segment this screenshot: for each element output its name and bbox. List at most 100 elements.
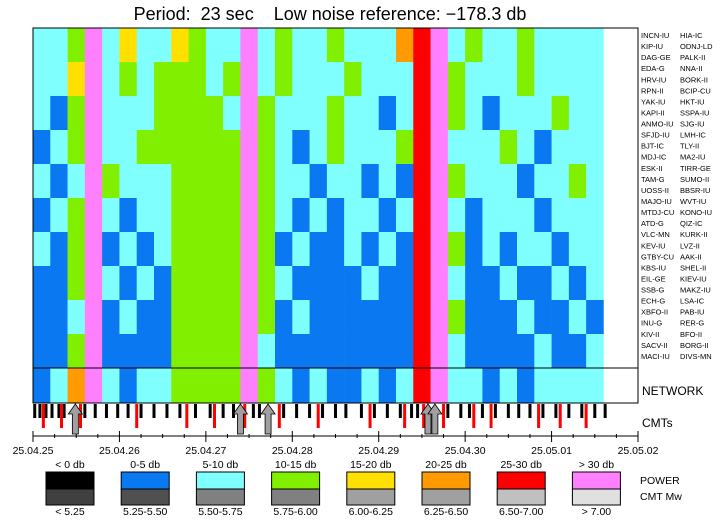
heat-cell — [499, 62, 518, 97]
heat-cell — [517, 164, 535, 199]
station-label: DIVS-MN — [680, 352, 712, 361]
heat-cell — [551, 198, 570, 233]
network-cell — [292, 368, 310, 403]
heat-cell — [67, 28, 86, 63]
heat-cell — [326, 164, 345, 199]
heat-cell — [586, 62, 604, 97]
heat-cell — [378, 334, 397, 369]
heat-cell — [136, 300, 155, 335]
heat-cell — [67, 96, 86, 131]
heat-cell — [551, 62, 570, 97]
cmt-event — [410, 404, 414, 418]
heat-cell — [534, 198, 552, 233]
cmt-event — [334, 404, 337, 418]
heat-cell — [240, 266, 259, 301]
heat-cell — [551, 130, 570, 165]
heat-cell — [67, 164, 86, 199]
heat-cell — [586, 28, 604, 63]
heat-cell — [465, 232, 483, 267]
station-label: TAM-G — [641, 175, 665, 184]
heat-cell — [499, 96, 518, 131]
network-cell — [33, 368, 51, 403]
cmt-event — [541, 404, 545, 418]
heat-cell — [534, 334, 552, 369]
heat-cell — [551, 232, 570, 267]
heat-cell — [586, 164, 604, 199]
cmt-event — [60, 404, 64, 428]
heat-cell — [154, 130, 172, 165]
heat-cell — [84, 164, 103, 199]
station-label: KONO-IU — [680, 208, 712, 217]
heat-cell — [378, 300, 397, 335]
cmt-event — [44, 404, 48, 418]
x-tick-label: 25.04.25 — [13, 445, 54, 457]
heat-cell — [171, 130, 189, 165]
heat-cell — [257, 130, 276, 165]
heat-cell — [309, 300, 328, 335]
heat-cell — [50, 266, 68, 301]
heat-cell — [499, 266, 518, 301]
heat-cell — [465, 28, 483, 63]
heat-cell — [413, 62, 431, 97]
legend-label: < 5.25 — [55, 506, 85, 518]
heat-cell — [309, 96, 328, 131]
legend-label: 15-20 db — [350, 459, 392, 471]
cmt-event — [517, 404, 521, 418]
heat-cell — [223, 334, 241, 369]
station-label: LVZ-II — [680, 241, 700, 250]
cmt-event — [554, 404, 558, 418]
x-tick-label: 25.05.01 — [531, 445, 572, 457]
heat-cell — [517, 300, 535, 335]
heat-cell — [482, 198, 501, 233]
heat-cell — [568, 198, 587, 233]
station-label: KEV-IU — [641, 241, 666, 250]
network-cell — [119, 368, 138, 403]
heat-cell — [102, 300, 120, 335]
cmt-event — [93, 404, 97, 418]
heat-cell — [136, 28, 155, 63]
heat-cell — [257, 28, 276, 63]
heat-cell — [517, 266, 535, 301]
heat-cell — [378, 96, 397, 131]
station-label: BJT-IC — [641, 142, 665, 151]
heat-cell — [67, 62, 86, 97]
heat-cell — [361, 266, 380, 301]
heat-cell — [499, 300, 518, 335]
heat-cell — [344, 164, 362, 199]
station-label: MDJ-IC — [641, 153, 667, 162]
heat-cell — [413, 232, 431, 267]
cmt-label: CMTs — [642, 416, 673, 430]
cmt-event — [321, 404, 325, 418]
heat-cell — [188, 130, 207, 165]
heat-cell — [119, 28, 138, 63]
heat-cell — [361, 164, 380, 199]
heat-cell — [447, 198, 466, 233]
station-label: EIL-GE — [641, 274, 666, 283]
network-cell — [171, 368, 189, 403]
network-cell — [50, 368, 68, 403]
legend-swatch — [421, 488, 471, 506]
heat-cell — [361, 334, 380, 369]
heat-cell — [430, 130, 449, 165]
legend-label: > 7.00 — [582, 506, 612, 518]
station-label: ANMO-IU — [641, 120, 674, 129]
heat-cell — [240, 300, 259, 335]
heat-cell — [413, 300, 431, 335]
cmt-event — [416, 404, 420, 418]
legend-swatch — [496, 471, 546, 490]
station-label: PALK-II — [680, 53, 705, 62]
heat-cell — [568, 96, 587, 131]
cmt-event — [213, 404, 216, 428]
heat-cell — [84, 130, 103, 165]
heat-cell — [482, 300, 501, 335]
cmt-event — [506, 404, 510, 418]
heat-cell — [119, 266, 138, 301]
heat-cell — [344, 300, 362, 335]
heat-cell — [309, 164, 328, 199]
heat-cell — [361, 300, 380, 335]
station-label: GTBY-CU — [641, 252, 674, 261]
heat-cell — [33, 232, 51, 267]
heat-cell — [482, 28, 501, 63]
legend-swatch — [120, 488, 170, 506]
heat-cell — [136, 164, 155, 199]
